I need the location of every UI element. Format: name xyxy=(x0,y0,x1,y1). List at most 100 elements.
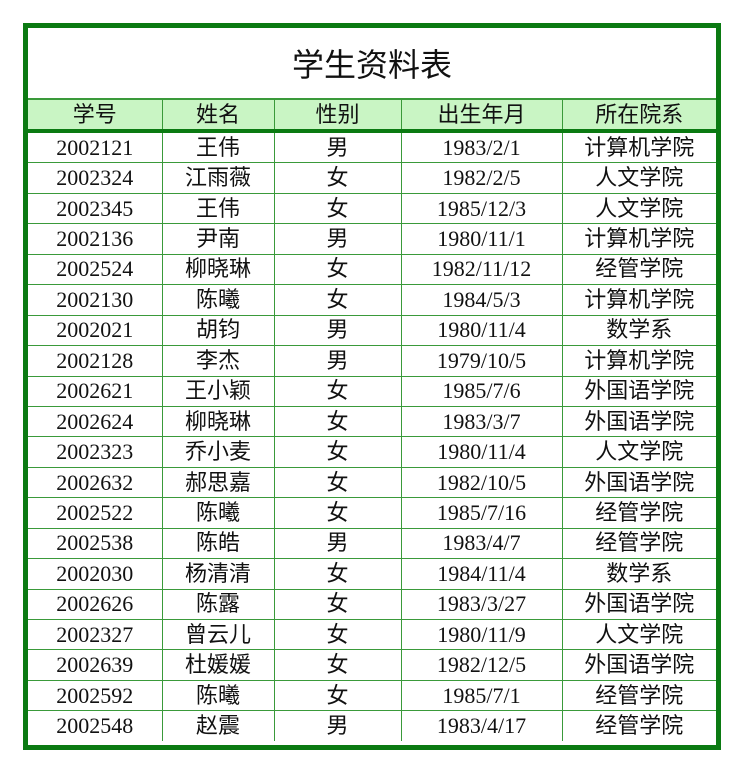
cell-department[interactable]: 外国语学院 xyxy=(561,588,716,621)
cell-department[interactable]: 计算机学院 xyxy=(561,130,716,164)
cell-id[interactable]: 2002626 xyxy=(28,588,163,621)
cell-department[interactable]: 经管学院 xyxy=(561,253,716,286)
cell-name[interactable]: 柳晓琳 xyxy=(161,405,275,438)
cell-id[interactable]: 2002327 xyxy=(28,618,163,651)
cell-gender[interactable]: 男 xyxy=(273,314,402,347)
cell-name[interactable]: 赵震 xyxy=(161,710,275,741)
cell-id[interactable]: 2002524 xyxy=(28,253,163,286)
cell-name[interactable]: 乔小麦 xyxy=(161,436,275,468)
cell-birth[interactable]: 1983/3/27 xyxy=(400,588,563,621)
cell-department[interactable]: 计算机学院 xyxy=(561,284,716,316)
cell-id[interactable]: 2002324 xyxy=(28,162,163,194)
header-cell-birth[interactable]: 出生年月 xyxy=(400,99,563,133)
cell-birth[interactable]: 1980/11/9 xyxy=(400,618,563,651)
cell-id[interactable]: 2002592 xyxy=(28,679,163,712)
cell-name[interactable]: 郝思嘉 xyxy=(161,466,275,499)
cell-birth[interactable]: 1982/11/12 xyxy=(400,253,563,286)
cell-gender[interactable]: 女 xyxy=(273,192,402,225)
cell-gender[interactable]: 男 xyxy=(273,345,402,377)
cell-birth[interactable]: 1983/4/17 xyxy=(400,710,563,741)
cell-name[interactable]: 王小颖 xyxy=(161,375,275,407)
cell-id[interactable]: 2002538 xyxy=(28,527,163,560)
cell-department[interactable]: 外国语学院 xyxy=(561,649,716,681)
cell-gender[interactable]: 女 xyxy=(273,436,402,468)
cell-department[interactable]: 计算机学院 xyxy=(561,223,716,255)
header-cell-id[interactable]: 学号 xyxy=(28,99,163,133)
cell-department[interactable]: 人文学院 xyxy=(561,192,716,225)
cell-gender[interactable]: 女 xyxy=(273,679,402,712)
cell-name[interactable]: 杨清清 xyxy=(161,558,275,590)
cell-department[interactable]: 计算机学院 xyxy=(561,345,716,377)
cell-name[interactable]: 曾云儿 xyxy=(161,618,275,651)
cell-department[interactable]: 人文学院 xyxy=(561,162,716,194)
cell-gender[interactable]: 男 xyxy=(273,223,402,255)
cell-gender[interactable]: 女 xyxy=(273,405,402,438)
cell-department[interactable]: 经管学院 xyxy=(561,679,716,712)
cell-birth[interactable]: 1982/2/5 xyxy=(400,162,563,194)
cell-id[interactable]: 2002632 xyxy=(28,466,163,499)
cell-id[interactable]: 2002621 xyxy=(28,375,163,407)
cell-gender[interactable]: 男 xyxy=(273,130,402,164)
cell-gender[interactable]: 女 xyxy=(273,162,402,194)
cell-birth[interactable]: 1983/3/7 xyxy=(400,405,563,438)
cell-birth[interactable]: 1980/11/4 xyxy=(400,314,563,347)
cell-gender[interactable]: 女 xyxy=(273,618,402,651)
cell-birth[interactable]: 1985/12/3 xyxy=(400,192,563,225)
cell-birth[interactable]: 1979/10/5 xyxy=(400,345,563,377)
cell-gender[interactable]: 女 xyxy=(273,558,402,590)
cell-id[interactable]: 2002128 xyxy=(28,345,163,377)
cell-department[interactable]: 人文学院 xyxy=(561,618,716,651)
cell-name[interactable]: 胡钧 xyxy=(161,314,275,347)
cell-id[interactable]: 2002345 xyxy=(28,192,163,225)
cell-id[interactable]: 2002323 xyxy=(28,436,163,468)
cell-gender[interactable]: 女 xyxy=(273,649,402,681)
cell-id[interactable]: 2002136 xyxy=(28,223,163,255)
header-cell-department[interactable]: 所在院系 xyxy=(561,99,716,133)
cell-department[interactable]: 外国语学院 xyxy=(561,375,716,407)
cell-id[interactable]: 2002030 xyxy=(28,558,163,590)
cell-id[interactable]: 2002121 xyxy=(28,130,163,164)
cell-id[interactable]: 2002624 xyxy=(28,405,163,438)
cell-gender[interactable]: 女 xyxy=(273,253,402,286)
cell-department[interactable]: 人文学院 xyxy=(561,436,716,468)
cell-name[interactable]: 陈曦 xyxy=(161,679,275,712)
cell-birth[interactable]: 1983/2/1 xyxy=(400,130,563,164)
cell-department[interactable]: 外国语学院 xyxy=(561,405,716,438)
cell-gender[interactable]: 男 xyxy=(273,710,402,741)
cell-birth[interactable]: 1985/7/1 xyxy=(400,679,563,712)
cell-birth[interactable]: 1982/12/5 xyxy=(400,649,563,681)
cell-birth[interactable]: 1984/5/3 xyxy=(400,284,563,316)
cell-name[interactable]: 柳晓琳 xyxy=(161,253,275,286)
cell-name[interactable]: 陈露 xyxy=(161,588,275,621)
cell-department[interactable]: 经管学院 xyxy=(561,710,716,741)
cell-name[interactable]: 陈曦 xyxy=(161,497,275,529)
cell-name[interactable]: 王伟 xyxy=(161,192,275,225)
cell-gender[interactable]: 女 xyxy=(273,284,402,316)
cell-birth[interactable]: 1984/11/4 xyxy=(400,558,563,590)
cell-id[interactable]: 2002130 xyxy=(28,284,163,316)
cell-department[interactable]: 数学系 xyxy=(561,558,716,590)
cell-birth[interactable]: 1980/11/4 xyxy=(400,436,563,468)
cell-id[interactable]: 2002522 xyxy=(28,497,163,529)
cell-gender[interactable]: 女 xyxy=(273,375,402,407)
cell-gender[interactable]: 女 xyxy=(273,497,402,529)
cell-name[interactable]: 李杰 xyxy=(161,345,275,377)
header-cell-gender[interactable]: 性别 xyxy=(273,99,402,133)
header-cell-name[interactable]: 姓名 xyxy=(161,99,275,133)
cell-name[interactable]: 陈皓 xyxy=(161,527,275,560)
cell-id[interactable]: 2002639 xyxy=(28,649,163,681)
cell-birth[interactable]: 1985/7/6 xyxy=(400,375,563,407)
cell-gender[interactable]: 男 xyxy=(273,527,402,560)
cell-name[interactable]: 尹南 xyxy=(161,223,275,255)
cell-name[interactable]: 杜媛媛 xyxy=(161,649,275,681)
cell-department[interactable]: 经管学院 xyxy=(561,527,716,560)
cell-name[interactable]: 王伟 xyxy=(161,130,275,164)
cell-id[interactable]: 2002548 xyxy=(28,710,163,741)
cell-name[interactable]: 江雨薇 xyxy=(161,162,275,194)
cell-department[interactable]: 外国语学院 xyxy=(561,466,716,499)
cell-birth[interactable]: 1982/10/5 xyxy=(400,466,563,499)
cell-gender[interactable]: 女 xyxy=(273,588,402,621)
cell-birth[interactable]: 1983/4/7 xyxy=(400,527,563,560)
cell-name[interactable]: 陈曦 xyxy=(161,284,275,316)
cell-department[interactable]: 数学系 xyxy=(561,314,716,347)
